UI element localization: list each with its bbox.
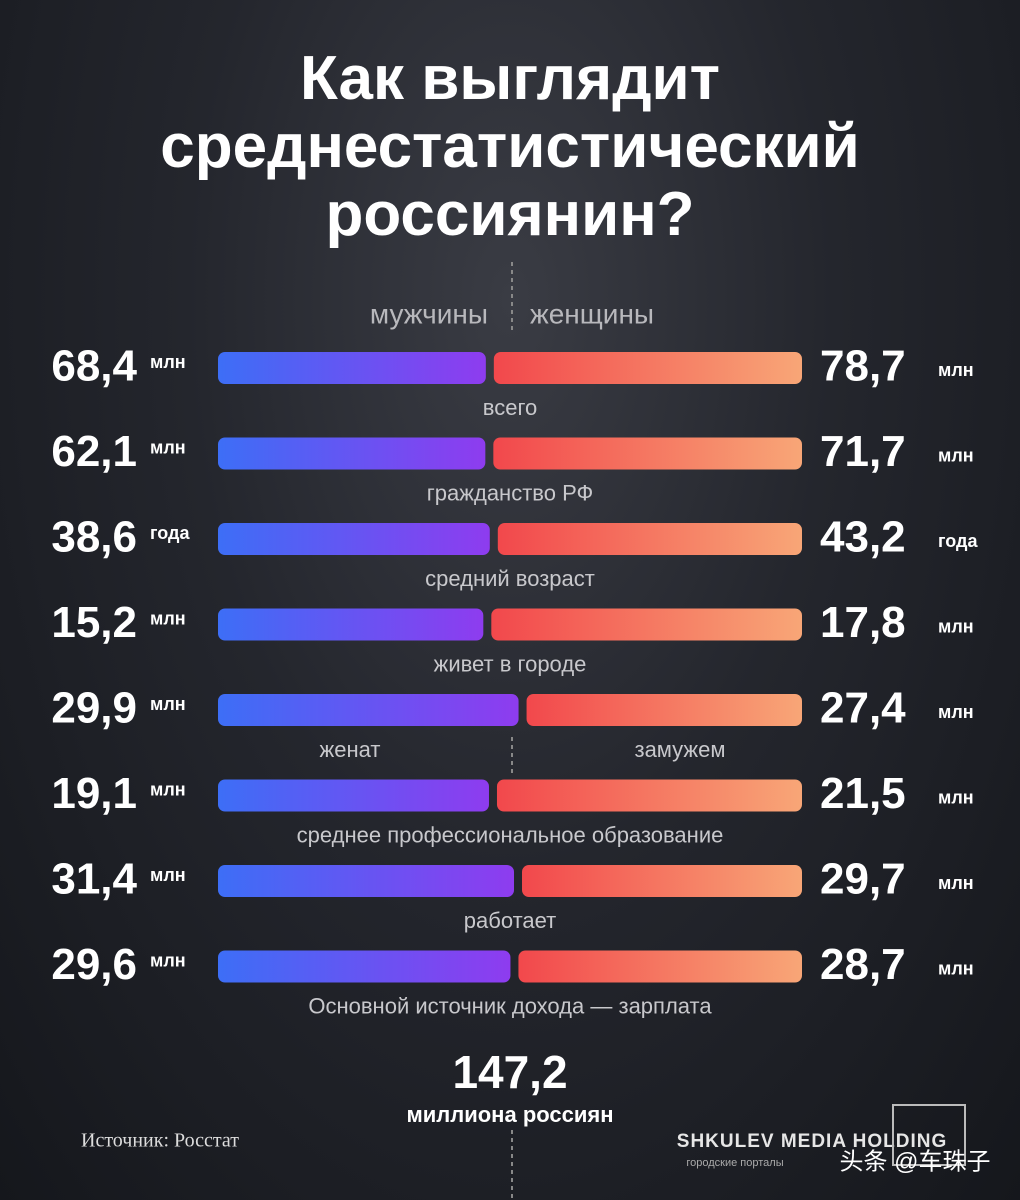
value-label: 38,6 (51, 513, 137, 562)
brand-subtitle: городские порталы (686, 1157, 783, 1169)
bar (493, 352, 802, 384)
source: Источник: Росстат (81, 1130, 239, 1152)
unit-label: млн (150, 779, 186, 799)
value-label: 17,8 (820, 598, 906, 647)
total-caption: миллиона россиян (406, 1102, 613, 1127)
bar (522, 865, 802, 897)
value-label: 15,2 (51, 598, 137, 647)
value-label: 19,1 (51, 769, 137, 818)
value-label: 29,7 (820, 855, 906, 904)
bar (526, 694, 802, 726)
category-label: гражданство РФ (427, 480, 593, 505)
value-label: 29,9 (51, 684, 137, 733)
bar (218, 865, 515, 897)
bar (218, 950, 511, 983)
category-label: работает (464, 908, 556, 933)
brand-frame (892, 1104, 966, 1166)
value-label: 31,4 (51, 855, 137, 904)
category-label: Основной источник дохода — зарплата (308, 993, 712, 1018)
bar (491, 608, 802, 641)
value-label: 29,6 (51, 940, 137, 989)
unit-label: млн (938, 445, 974, 465)
category-label: всего (483, 395, 537, 420)
value-label: 68,4 (51, 342, 137, 391)
value-label: 28,7 (820, 940, 906, 989)
unit-label: млн (150, 950, 186, 970)
unit-label: млн (938, 360, 974, 380)
bar (518, 950, 802, 983)
value-label: 62,1 (51, 427, 137, 476)
unit-label: млн (938, 958, 974, 978)
unit-label: млн (938, 873, 974, 893)
bar (218, 437, 486, 470)
value-label: 21,5 (820, 769, 906, 818)
bar (497, 523, 802, 555)
unit-label: млн (150, 608, 186, 628)
bar (218, 608, 484, 641)
value-label: 43,2 (820, 513, 906, 562)
total-value: 147,2 (452, 1046, 567, 1098)
bar (218, 779, 489, 812)
chart-title: Как выглядит среднестатистический россия… (160, 44, 860, 249)
unit-label: года (938, 531, 978, 551)
unit-label: года (150, 523, 190, 543)
legend-entry: мужчины (370, 298, 488, 329)
unit-label: млн (938, 787, 974, 807)
category-label: женат (320, 737, 381, 762)
bar (218, 523, 490, 555)
category-label: замужем (634, 737, 725, 762)
unit-label: млн (150, 865, 186, 885)
bar (496, 779, 802, 812)
category-label: средний возраст (425, 566, 595, 591)
bar (218, 694, 519, 726)
value-label: 27,4 (820, 684, 906, 733)
brand: SHKULEV MEDIA HOLDING (677, 1131, 947, 1152)
category-label: живет в городе (434, 651, 587, 676)
unit-label: млн (938, 616, 974, 636)
bar (218, 352, 486, 384)
unit-label: млн (150, 437, 186, 457)
unit-label: млн (150, 352, 186, 372)
category-label: среднее профессиональное образование (297, 822, 724, 847)
value-label: 78,7 (820, 342, 906, 391)
value-label: 71,7 (820, 427, 906, 476)
unit-label: млн (938, 702, 974, 722)
watermark: 头条 @车珠子 (839, 1148, 990, 1175)
unit-label: млн (150, 694, 186, 714)
legend-entry: женщины (530, 298, 654, 329)
bar (493, 437, 802, 470)
